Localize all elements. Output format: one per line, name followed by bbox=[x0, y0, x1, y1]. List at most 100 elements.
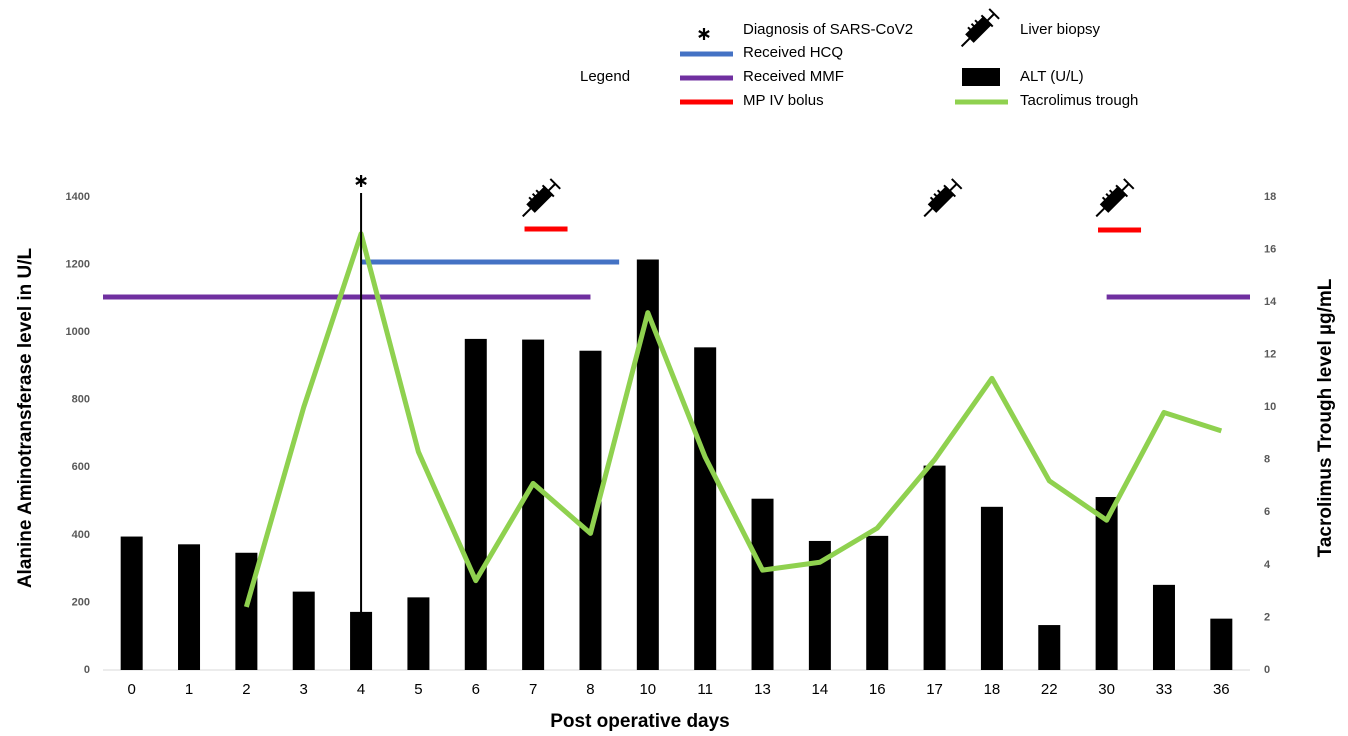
x-tick-label: 18 bbox=[984, 681, 1001, 698]
barrel-mark bbox=[933, 193, 938, 198]
y2-tick-label: 4 bbox=[1264, 559, 1271, 571]
plunger bbox=[547, 183, 556, 192]
bar bbox=[120, 536, 143, 670]
grip bbox=[1115, 184, 1129, 198]
x-tick-label: 14 bbox=[812, 681, 829, 698]
plunger bbox=[986, 13, 995, 22]
bar bbox=[694, 347, 717, 670]
bar bbox=[178, 544, 201, 670]
y-tick-label: 600 bbox=[72, 461, 90, 473]
y-tick-label: 0 bbox=[84, 664, 90, 676]
barrel-mark bbox=[936, 189, 942, 194]
bar bbox=[522, 339, 545, 670]
bar bbox=[1210, 618, 1233, 670]
x-tick-label: 6 bbox=[472, 681, 480, 698]
y-tick-label: 1000 bbox=[66, 326, 90, 338]
barrel-mark bbox=[535, 189, 540, 194]
bar bbox=[751, 498, 774, 670]
y2-axis-title: Tacrolimus Trough level µg/mL bbox=[1315, 278, 1336, 557]
y2-tick-label: 12 bbox=[1264, 349, 1276, 361]
syringe-icon bbox=[960, 8, 1000, 48]
x-tick-label: 0 bbox=[128, 681, 136, 698]
x-tick-label: 5 bbox=[414, 681, 422, 698]
bar bbox=[464, 338, 487, 670]
grip bbox=[980, 14, 994, 28]
x-tick-label: 1 bbox=[185, 681, 193, 698]
y2-tick-label: 0 bbox=[1264, 664, 1270, 676]
bar bbox=[980, 506, 1003, 670]
bar bbox=[1152, 584, 1175, 670]
legend-label: Received HCQ bbox=[743, 44, 843, 61]
y-tick-label: 800 bbox=[72, 394, 90, 406]
barrel-mark bbox=[974, 19, 979, 24]
plunger bbox=[1120, 183, 1130, 192]
legend-label: ALT (U/L) bbox=[1020, 68, 1084, 85]
bar bbox=[808, 540, 831, 670]
barrel-mark bbox=[531, 193, 537, 198]
legend-label: Liver biopsy bbox=[1020, 21, 1101, 38]
asterisk-icon bbox=[355, 175, 367, 187]
bar bbox=[292, 591, 315, 670]
y-axis-title: Alanine Aminotransferase level in U/L bbox=[15, 247, 36, 588]
needle bbox=[1095, 207, 1106, 218]
plunger bbox=[948, 183, 958, 192]
bar bbox=[866, 535, 889, 670]
x-tick-label: 8 bbox=[586, 681, 594, 698]
line bbox=[243, 231, 1223, 608]
bar bbox=[1095, 497, 1118, 670]
x-tick-label: 36 bbox=[1213, 681, 1230, 698]
legend-label: Diagnosis of SARS-CoV2 bbox=[743, 21, 913, 38]
legend-label: Received MMF bbox=[743, 68, 844, 85]
asterisk-stroke bbox=[355, 177, 367, 185]
legend-title: Legend bbox=[580, 68, 630, 85]
plunger-end bbox=[988, 8, 1000, 20]
x-tick-label: 13 bbox=[754, 681, 771, 698]
bar bbox=[235, 552, 258, 670]
y2-tick-label: 14 bbox=[1264, 296, 1277, 308]
needle bbox=[923, 207, 934, 218]
bar bbox=[1038, 625, 1061, 670]
asterisk-stroke bbox=[698, 30, 710, 38]
y-tick-label: 1200 bbox=[66, 258, 90, 270]
barrel-mark bbox=[967, 26, 972, 31]
y2-tick-label: 16 bbox=[1264, 243, 1276, 255]
y2-tick-label: 6 bbox=[1264, 506, 1270, 518]
y-tick-label: 200 bbox=[72, 596, 90, 608]
plunger-end bbox=[951, 178, 963, 190]
y2-tick-label: 2 bbox=[1264, 611, 1270, 623]
plunger-end bbox=[1123, 178, 1135, 190]
barrel-mark bbox=[1108, 189, 1114, 194]
syringe-icon bbox=[923, 178, 963, 218]
barrel-mark bbox=[970, 23, 976, 28]
x-tick-label: 16 bbox=[869, 681, 886, 698]
x-axis-title: Post operative days bbox=[550, 711, 730, 732]
bar bbox=[579, 350, 602, 670]
bar bbox=[407, 597, 430, 670]
barrel-mark bbox=[528, 196, 533, 201]
y2-tick-label: 18 bbox=[1264, 191, 1276, 203]
x-tick-label: 33 bbox=[1156, 681, 1173, 698]
bar bbox=[923, 465, 946, 670]
asterisk-icon bbox=[698, 28, 710, 40]
x-tick-label: 17 bbox=[926, 681, 943, 698]
plunger-end bbox=[549, 178, 561, 190]
x-tick-label: 3 bbox=[300, 681, 308, 698]
barrel-mark bbox=[1101, 196, 1107, 201]
grip bbox=[943, 184, 957, 198]
bar bbox=[636, 259, 659, 670]
syringe-icon bbox=[522, 178, 561, 218]
y2-tick-label: 10 bbox=[1264, 401, 1276, 413]
x-tick-label: 2 bbox=[242, 681, 250, 698]
legend-label: MP IV bolus bbox=[743, 92, 824, 109]
y-tick-label: 400 bbox=[72, 529, 90, 541]
legend-swatch bbox=[962, 68, 1000, 86]
y-tick-label: 1400 bbox=[66, 191, 90, 203]
x-tick-label: 10 bbox=[639, 681, 656, 698]
barrel-mark bbox=[1105, 193, 1110, 198]
x-tick-label: 30 bbox=[1098, 681, 1115, 698]
barrel-mark bbox=[929, 196, 935, 201]
syringe-icon bbox=[1095, 178, 1135, 218]
x-tick-label: 4 bbox=[357, 681, 365, 698]
y2-tick-label: 8 bbox=[1264, 454, 1270, 466]
